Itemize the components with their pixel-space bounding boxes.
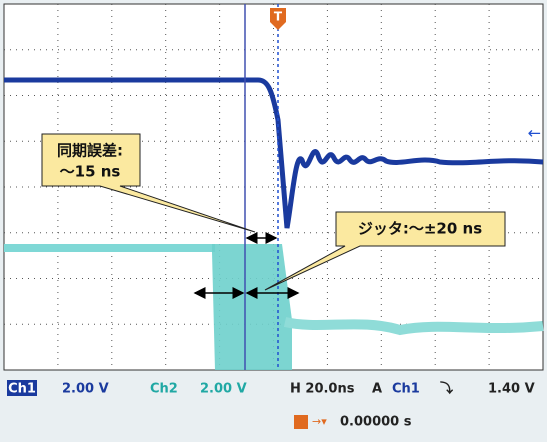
horizontal-scale: H 20.0ns [290,382,355,397]
ch1-scale: 2.00 V [62,382,109,397]
ch2-trace-after [285,322,543,330]
ch2-label: Ch2 [150,382,178,397]
ch2-trace [4,244,215,252]
oscilloscope-screen: T ← 同期誤差: ～15 ns ジッタ:～±20 ns Ch1 2.00 V … [0,0,547,442]
trigger-marker: T [274,10,283,24]
callout-text: ジッタ:～±20 ns [358,220,482,238]
ch1-label: Ch1 [8,382,36,397]
ch2-scale: 2.00 V [200,382,247,397]
trigger-source: Ch1 [392,382,420,397]
trigger-position: 0.00000 s [340,415,412,430]
trigger-pos-icon [294,415,308,429]
trigger-pos-arrow: →▾ [312,415,327,428]
page: {"screen": {"trigger_marker": "T", "call… [0,0,547,442]
callout-text: ～15 ns [60,163,121,181]
trigger-slope: ⤵ [440,381,454,397]
ch1-ref-arrow: ← [528,124,541,143]
trigger-level: 1.40 V [488,382,535,397]
callout-text: 同期誤差: [57,142,123,160]
ch2-jitter-band [212,244,292,370]
trigger-mode: A [372,382,382,397]
